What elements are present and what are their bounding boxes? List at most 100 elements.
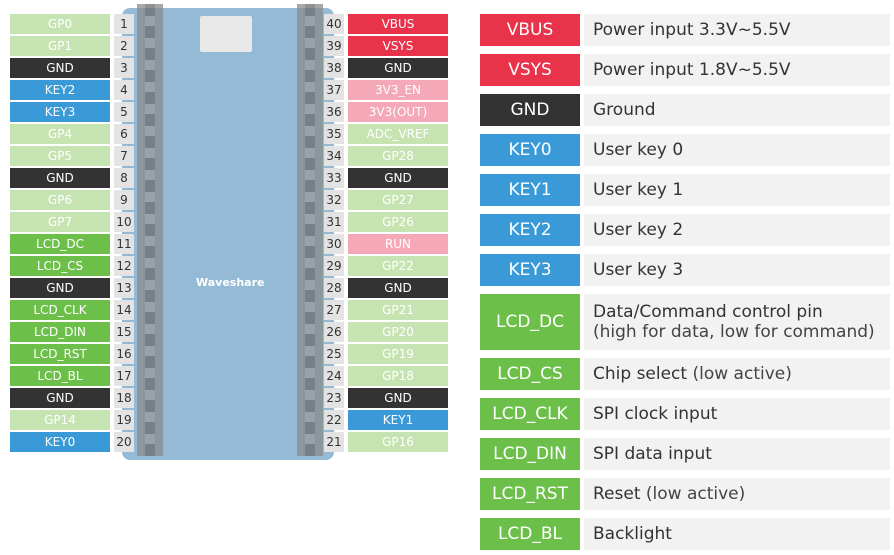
pin-label: KEY0 [10, 432, 110, 452]
pin-label: LCD_BL [10, 366, 110, 386]
pin-label: GP21 [348, 300, 448, 320]
legend-pin-label: KEY2 [480, 214, 580, 246]
pin-number: 32 [324, 190, 344, 210]
pin-label: GP5 [10, 146, 110, 166]
pin-label: GP22 [348, 256, 448, 276]
description-text: Backlight [593, 524, 672, 544]
pin-label: LCD_CS [10, 256, 110, 276]
pin-number: 15 [114, 322, 134, 342]
description-text: User key 0 [593, 140, 684, 160]
legend-description: User key 3 [584, 254, 890, 286]
pin-label: GND [10, 388, 110, 408]
pin-number: 1 [114, 14, 134, 34]
description-line: Backlight [593, 524, 890, 544]
pin-label: KEY2 [10, 80, 110, 100]
description-text: User key 2 [593, 220, 684, 240]
pin-label: GND [10, 278, 110, 298]
pin-label: KEY1 [348, 410, 448, 430]
pin-label: LCD_RST [10, 344, 110, 364]
legend-pin-label: VSYS [480, 54, 580, 86]
description-line: SPI data input [593, 444, 890, 464]
description-text: Power input 3.3V~5.5V [593, 20, 791, 40]
pin-label: GND [348, 388, 448, 408]
pin-number: 7 [114, 146, 134, 166]
description-text: Chip select [593, 364, 688, 384]
description-text: User key 3 [593, 260, 684, 280]
pin-number: 17 [114, 366, 134, 386]
pin-label: GP16 [348, 432, 448, 452]
legend-description: Reset (low active) [584, 478, 890, 510]
pin-label: GND [348, 278, 448, 298]
pin-label: GND [348, 168, 448, 188]
description-line: User key 1 [593, 180, 890, 200]
legend-pin-label: GND [480, 94, 580, 126]
pin-label: 3V3_EN [348, 80, 448, 100]
pin-number: 23 [324, 388, 344, 408]
pin-number: 22 [324, 410, 344, 430]
legend-pin-label: KEY1 [480, 174, 580, 206]
pin-number: 2 [114, 36, 134, 56]
legend-pin-label: LCD_BL [480, 518, 580, 550]
legend-description: Power input 1.8V~5.5V [584, 54, 890, 86]
pin-number: 6 [114, 124, 134, 144]
pin-label: VBUS [348, 14, 448, 34]
legend-description: Data/Command control pin (high for data, … [584, 294, 890, 350]
legend-description: Ground [584, 94, 890, 126]
legend-description: Power input 3.3V~5.5V [584, 14, 890, 46]
description-text: User key 1 [593, 180, 684, 200]
pin-number: 34 [324, 146, 344, 166]
pin-number: 33 [324, 168, 344, 188]
pin-number: 37 [324, 80, 344, 100]
description-note: (high for data, low for command) [593, 322, 875, 342]
description-text: Ground [593, 100, 656, 120]
legend-pin-label: KEY3 [480, 254, 580, 286]
pin-number: 39 [324, 36, 344, 56]
legend-pin-label: KEY0 [480, 134, 580, 166]
pin-number: 27 [324, 300, 344, 320]
description-text: SPI data input [593, 444, 712, 464]
legend-description: SPI data input [584, 438, 890, 470]
description-text: SPI clock input [593, 404, 718, 424]
usb-connector [200, 16, 252, 52]
pin-number: 10 [114, 212, 134, 232]
pin-number: 38 [324, 58, 344, 78]
left-pin-header [137, 4, 163, 456]
pin-label: GND [348, 58, 448, 78]
pin-number: 35 [324, 124, 344, 144]
legend-description: Chip select (low active) [584, 358, 890, 390]
pin-number: 26 [324, 322, 344, 342]
description-line: User key 3 [593, 260, 890, 280]
pin-number: 36 [324, 102, 344, 122]
pin-label: GP26 [348, 212, 448, 232]
description-line: Chip select (low active) [593, 364, 890, 384]
pin-number: 12 [114, 256, 134, 276]
pin-number: 25 [324, 344, 344, 364]
description-text: Power input 1.8V~5.5V [593, 60, 791, 80]
pin-number: 5 [114, 102, 134, 122]
legend-description: Backlight [584, 518, 890, 550]
pin-label: LCD_DIN [10, 322, 110, 342]
pin-label: GP27 [348, 190, 448, 210]
pin-label: GP0 [10, 14, 110, 34]
description-note: (low active) [692, 364, 792, 384]
description-text: Reset [593, 484, 641, 504]
legend-description: User key 1 [584, 174, 890, 206]
description-line: SPI clock input [593, 404, 890, 424]
description-line: Power input 3.3V~5.5V [593, 20, 890, 40]
pin-label: GP7 [10, 212, 110, 232]
legend-pin-label: LCD_DIN [480, 438, 580, 470]
pin-label: ADC_VREF [348, 124, 448, 144]
legend-description: SPI clock input [584, 398, 890, 430]
pin-number: 28 [324, 278, 344, 298]
description-line: Power input 1.8V~5.5V [593, 60, 890, 80]
pin-number: 21 [324, 432, 344, 452]
pin-number: 24 [324, 366, 344, 386]
pin-label: GP19 [348, 344, 448, 364]
pin-label: VSYS [348, 36, 448, 56]
pin-number: 11 [114, 234, 134, 254]
legend-pin-label: VBUS [480, 14, 580, 46]
pin-label: KEY3 [10, 102, 110, 122]
pin-label: GP6 [10, 190, 110, 210]
pin-label: GP4 [10, 124, 110, 144]
pin-number: 8 [114, 168, 134, 188]
